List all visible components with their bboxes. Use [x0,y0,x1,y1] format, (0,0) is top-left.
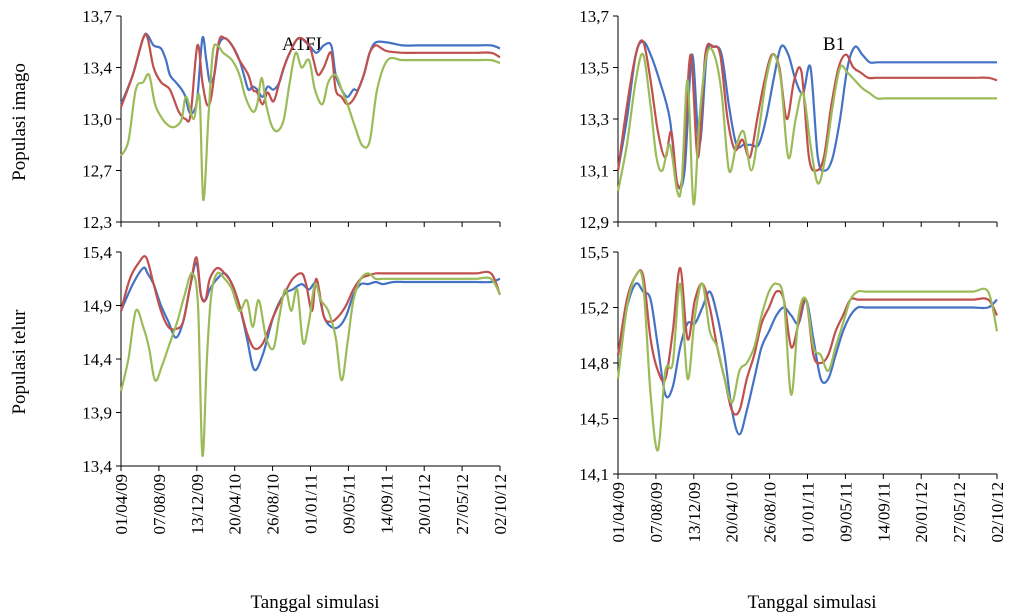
y-tick-label-15-5: 15,5 [579,243,609,262]
y-tick-label-15-2: 15,2 [579,299,609,318]
x-tick-label-02-10-12: 02/10/12 [988,482,1007,542]
x-tick-label-20-04-10: 20/04/10 [226,474,245,534]
chart-panel-a1fi-telur: 13,4 13,9 14,4 14,9 15,4 01/04/09 07/08/09 13/1… [82,243,510,534]
x-tick-label-07-08-09: 07/08/09 [150,474,169,534]
y-tick-label-13-7: 13,7 [82,7,112,26]
y-tick-label-13-4: 13,4 [82,457,112,476]
y-tick-label-14-9: 14,9 [82,297,112,316]
x-tick-label-26-08-10: 26/08/10 [264,474,283,534]
y-tick-label-13-9: 13,9 [82,404,112,423]
chart-panel-a1fi-imago: 12,3 12,7 13,0 13,4 13,7 [82,7,501,232]
chart-panel-b1-telur: 14,1 14,5 14,8 15,2 15,5 01/04/09 07/08/09 13/1… [579,243,1007,542]
y-tick-label-13-4: 13,4 [82,59,112,78]
x-tick-label-09-05-11: 09/05/11 [339,474,358,534]
y-tick-label-14-8: 14,8 [579,354,609,373]
x-tick-label-26-08-10: 26/08/10 [761,482,780,542]
x-tick-label-13-12-09: 13/12/09 [685,482,704,542]
y-tick-label-13-7: 13,7 [579,7,609,26]
y-tick-label-15-4: 15,4 [82,243,112,262]
x-tick-label-20-01-12: 20/01/12 [912,482,931,542]
y-tick-label-13-0: 13,0 [82,110,112,129]
x-tick-label-01-01-11: 01/01/11 [799,482,818,542]
y-tick-label-14-5: 14,5 [579,410,609,429]
series-line-3 [616,269,999,452]
x-tick-label-20-04-10: 20/04/10 [723,482,742,542]
y-tick-label-14-1: 14,1 [579,465,609,484]
series-line-2 [119,32,501,123]
x-tick-label-27-05-12: 27/05/12 [453,474,472,534]
chart-panel-b1-imago: 12,9 13,1 13,3 13,5 13,7 [579,7,998,232]
y-tick-label-12-7: 12,7 [82,162,112,181]
x-tick-label-14-09-11: 14/09/11 [874,482,893,542]
x-tick-label-09-05-11: 09/05/11 [836,482,855,542]
x-tick-label-27-05-12: 27/05/12 [950,482,969,542]
panel-title-b1: B1 [823,34,845,55]
y-tick-label-13-1: 13,1 [579,162,609,181]
x-tick-label-14-09-11: 14/09/11 [377,474,396,534]
series-line-1 [119,32,501,115]
x-tick-label-20-01-12: 20/01/12 [415,474,434,534]
series-line-3 [616,47,997,206]
y-tick-label-14-4: 14,4 [82,350,112,369]
ylabel-bottom: Populasi telur [9,309,30,415]
x-tick-label-13-12-09: 13/12/09 [188,474,207,534]
ylabel-top: Populasi imago [9,63,30,181]
series-line-3 [120,43,501,202]
x-tick-label-01-04-09: 01/04/09 [112,474,131,534]
xlabel-left: Tanggal simulasi [250,592,379,613]
y-tick-label-12-9: 12,9 [579,213,609,232]
x-tick-label-01-04-09: 01/04/09 [609,482,628,542]
y-tick-label-13-5: 13,5 [579,59,609,78]
x-tick-label-01-01-11: 01/01/11 [302,474,321,534]
series-line-2 [119,255,502,351]
x-tick-label-02-10-12: 02/10/12 [491,474,510,534]
y-tick-label-12-3: 12,3 [82,213,112,232]
x-tick-label-07-08-09: 07/08/09 [647,482,666,542]
y-tick-label-13-3: 13,3 [579,110,609,129]
series-line-3 [119,271,501,457]
xlabel-right: Tanggal simulasi [747,592,876,613]
